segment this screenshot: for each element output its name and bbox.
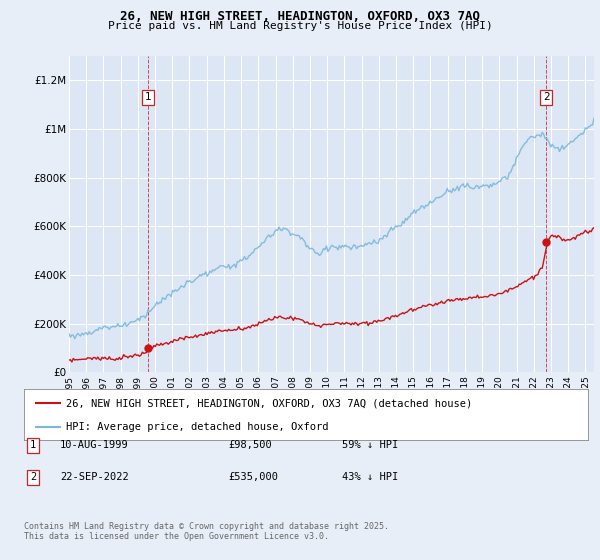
Text: Price paid vs. HM Land Registry's House Price Index (HPI): Price paid vs. HM Land Registry's House … (107, 21, 493, 31)
Text: 26, NEW HIGH STREET, HEADINGTON, OXFORD, OX3 7AQ (detached house): 26, NEW HIGH STREET, HEADINGTON, OXFORD,… (66, 398, 473, 408)
Text: 59% ↓ HPI: 59% ↓ HPI (342, 440, 398, 450)
Text: £535,000: £535,000 (228, 472, 278, 482)
Text: 43% ↓ HPI: 43% ↓ HPI (342, 472, 398, 482)
Text: £98,500: £98,500 (228, 440, 272, 450)
Text: 1: 1 (30, 440, 36, 450)
Text: 2: 2 (543, 92, 550, 102)
Text: HPI: Average price, detached house, Oxford: HPI: Average price, detached house, Oxfo… (66, 422, 329, 432)
Text: 10-AUG-1999: 10-AUG-1999 (60, 440, 129, 450)
Text: 22-SEP-2022: 22-SEP-2022 (60, 472, 129, 482)
Text: 2: 2 (30, 472, 36, 482)
Text: Contains HM Land Registry data © Crown copyright and database right 2025.
This d: Contains HM Land Registry data © Crown c… (24, 522, 389, 542)
Text: 1: 1 (145, 92, 152, 102)
Text: 26, NEW HIGH STREET, HEADINGTON, OXFORD, OX3 7AQ: 26, NEW HIGH STREET, HEADINGTON, OXFORD,… (120, 10, 480, 23)
